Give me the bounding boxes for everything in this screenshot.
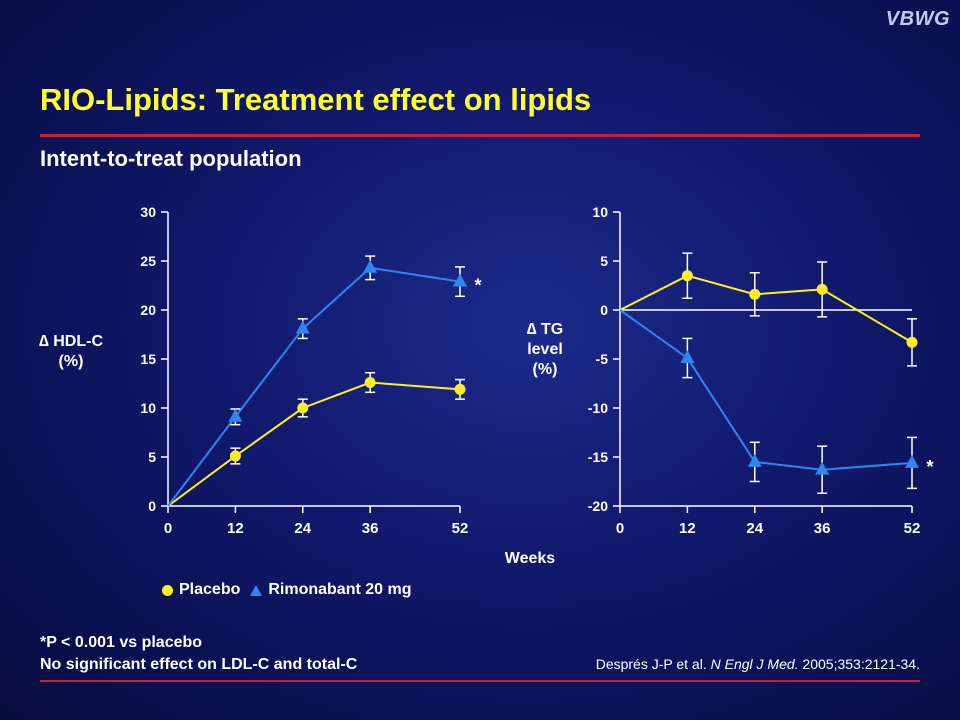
tg-y-tick-label: -10 bbox=[588, 400, 608, 416]
hdl-placebo-point bbox=[364, 377, 376, 389]
hdl-placebo-point bbox=[229, 450, 241, 462]
legend-item-placebo: Placebo bbox=[162, 581, 240, 599]
footnote-significance: *P < 0.001 vs placebo bbox=[40, 634, 203, 651]
citation-journal: N Engl J Med. bbox=[710, 656, 799, 672]
slide-subtitle: Intent-to-treat population bbox=[40, 146, 302, 171]
tg-y-tick-label: 5 bbox=[600, 253, 608, 269]
hdl-significance-asterisk: * bbox=[474, 276, 481, 296]
legend-label-placebo: Placebo bbox=[179, 581, 241, 598]
hdl-y-tick-label: 0 bbox=[148, 498, 156, 514]
hdl-y-tick-label: 15 bbox=[140, 351, 156, 367]
vbwg-watermark: VBWG bbox=[885, 8, 950, 30]
hdl-y-tick-label: 10 bbox=[140, 400, 156, 416]
footnote: *P < 0.001 vs placebo No significant eff… bbox=[40, 632, 357, 676]
tg-placebo-series-line bbox=[619, 274, 913, 344]
hdl-x-tick-label: 0 bbox=[164, 520, 172, 537]
legend-label-rimonabant: Rimonabant 20 mg bbox=[268, 581, 412, 598]
hdl-placebo-point bbox=[454, 383, 466, 395]
hdl-y-tick-label: 5 bbox=[148, 449, 156, 465]
tg-y-tick-label: -15 bbox=[588, 449, 608, 465]
hdl-rimonabant-point bbox=[453, 273, 467, 287]
hdl-x-tick-label: 52 bbox=[452, 520, 469, 537]
hdl-rimonabant-point bbox=[363, 259, 378, 273]
tg-y-tick-label: -20 bbox=[588, 498, 608, 514]
hdl-y-tick-label: 25 bbox=[140, 253, 156, 269]
tg-y-title-line-2: level bbox=[527, 341, 563, 358]
tg-y-tick-label: 10 bbox=[592, 204, 608, 220]
tg-x-tick-label: 0 bbox=[616, 520, 624, 537]
placebo-circle-icon bbox=[162, 584, 173, 596]
tg-x-tick-label: 52 bbox=[904, 520, 921, 537]
tg-y-tick-label: 0 bbox=[600, 302, 608, 318]
rimonabant-triangle-icon bbox=[250, 584, 263, 596]
hdl-y-title-line-1: ∆ HDL-C bbox=[39, 333, 103, 350]
chart-legend: Placebo Rimonabant 20 mg bbox=[162, 581, 412, 599]
hdl-placebo-series-line bbox=[167, 381, 461, 507]
tg-placebo-point bbox=[906, 336, 918, 348]
hdl-placebo-point bbox=[297, 402, 309, 414]
tg-significance-asterisk: * bbox=[926, 457, 933, 477]
tg-placebo-point bbox=[816, 283, 828, 295]
tg-rimonabant-point bbox=[815, 461, 830, 475]
tg-rimonabant-point bbox=[680, 349, 695, 363]
hdl-chart-y-axis-title: ∆ HDL-C (%) bbox=[26, 332, 116, 372]
hdl-y-tick-label: 30 bbox=[140, 204, 156, 220]
tg-x-tick-label: 24 bbox=[746, 520, 763, 537]
hdl-x-tick-label: 36 bbox=[362, 520, 379, 537]
citation-details: 2005;353:2121-34. bbox=[798, 656, 920, 672]
hdl-y-title-line-2: (%) bbox=[58, 353, 84, 370]
tg-y-title-line-1: ∆ TG bbox=[526, 321, 564, 338]
tg-rimonabant-series-line bbox=[619, 309, 913, 471]
tg-placebo-point bbox=[749, 288, 761, 300]
tg-rimonabant-point bbox=[747, 453, 762, 467]
x-axis-title-weeks: Weeks bbox=[504, 550, 556, 567]
footer-divider bbox=[40, 680, 920, 682]
hdl-y-tick-label: 20 bbox=[140, 302, 156, 318]
tg-rimonabant-point bbox=[905, 454, 919, 468]
tg-chart-y-axis-title: ∆ TG level (%) bbox=[500, 320, 590, 380]
hdl-rimonabant-point bbox=[228, 408, 243, 422]
legend-item-rimonabant: Rimonabant 20 mg bbox=[250, 581, 412, 599]
footnote-ldl-note: No significant effect on LDL-C and total… bbox=[40, 656, 358, 673]
title-divider bbox=[40, 134, 920, 137]
tg-x-tick-label: 36 bbox=[814, 520, 831, 537]
tg-y-title-line-3: (%) bbox=[532, 361, 558, 378]
hdl-x-tick-label: 12 bbox=[227, 520, 244, 537]
tg-x-tick-label: 12 bbox=[679, 520, 696, 537]
hdl-x-tick-label: 24 bbox=[294, 520, 311, 537]
tg-y-tick-label: -5 bbox=[596, 351, 609, 367]
hdl-rimonabant-point bbox=[295, 320, 310, 334]
citation: Després J-P et al. N Engl J Med. 2005;35… bbox=[596, 656, 920, 672]
citation-authors: Després J-P et al. bbox=[595, 656, 711, 672]
tg-placebo-point bbox=[681, 270, 693, 282]
slide-title: RIO-Lipids: Treatment effect on lipids bbox=[40, 82, 592, 117]
